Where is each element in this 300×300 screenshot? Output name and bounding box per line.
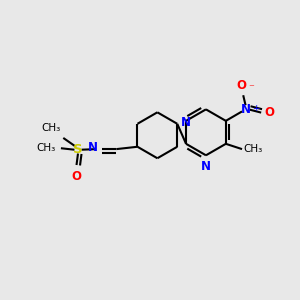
Text: N: N <box>241 103 250 116</box>
Text: O: O <box>71 170 82 183</box>
Text: CH₃: CH₃ <box>244 144 263 154</box>
Text: CH₃: CH₃ <box>37 143 56 153</box>
Text: N: N <box>88 141 98 154</box>
Text: N: N <box>201 160 211 173</box>
Text: N: N <box>181 116 191 129</box>
Text: ⁻: ⁻ <box>248 83 254 94</box>
Text: CH₃: CH₃ <box>41 123 60 133</box>
Text: O: O <box>237 79 247 92</box>
Text: O: O <box>265 106 275 119</box>
Text: +: + <box>252 104 260 113</box>
Text: S: S <box>73 143 83 156</box>
